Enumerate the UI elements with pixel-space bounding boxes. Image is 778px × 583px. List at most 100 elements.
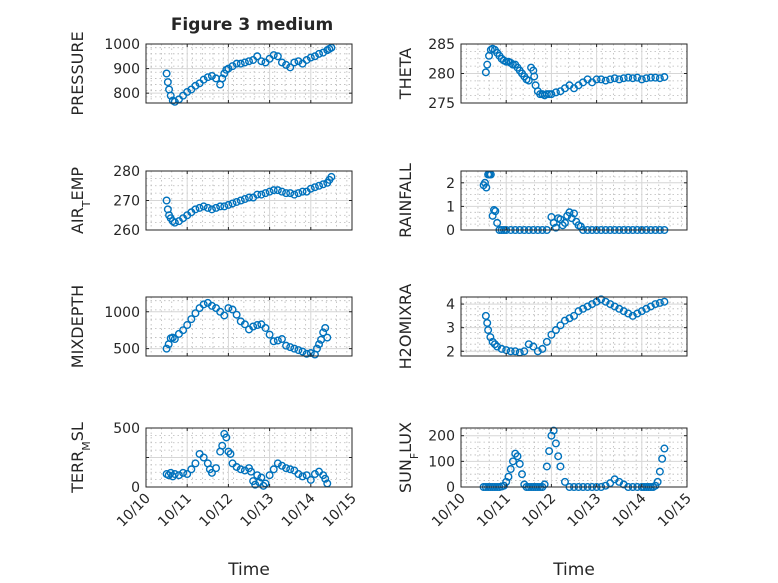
chart-air-temp: 260 270 280 AIRTEMP bbox=[68, 164, 353, 239]
chart-h2omixra-ylabel: H2OMIXRA bbox=[396, 284, 415, 370]
chart-pressure-point bbox=[224, 64, 233, 73]
chart-pressure-point bbox=[191, 81, 200, 90]
chart-air-temp-point bbox=[269, 186, 278, 195]
chart-mixdepth-point bbox=[294, 346, 303, 355]
chart-pressure-point bbox=[199, 75, 208, 84]
chart-air-temp-point bbox=[236, 196, 245, 205]
chart-terr-msl-x-tick-label: 10/12 bbox=[196, 491, 236, 531]
chart-terr-msl-x-tick-label: 10/15 bbox=[320, 491, 360, 531]
chart-air-temp-point bbox=[273, 186, 282, 195]
chart-mixdepth-point bbox=[183, 321, 192, 330]
chart-terr-msl-point bbox=[212, 464, 221, 473]
chart-h2omixra-point bbox=[533, 347, 542, 356]
chart-air-temp-point bbox=[212, 203, 221, 212]
chart-sun-flux-point bbox=[518, 470, 527, 479]
chart-h2omixra-point bbox=[583, 302, 592, 311]
chart-theta-point bbox=[642, 74, 651, 83]
chart-pressure-point bbox=[261, 58, 270, 67]
chart-theta-point bbox=[524, 76, 533, 85]
chart-terr-msl-point bbox=[310, 470, 319, 479]
chart-pressure-point bbox=[319, 48, 328, 57]
chart-air-temp-ylabel: AIRTEMP bbox=[68, 167, 93, 234]
chart-pressure-point bbox=[183, 87, 192, 96]
chart-h2omixra-point bbox=[660, 297, 669, 306]
chart-air-temp-point bbox=[199, 202, 208, 211]
chart-pressure-point bbox=[240, 58, 249, 67]
chart-sun-flux-point bbox=[606, 479, 615, 488]
chart-h2omixra-y-tick-label: 4 bbox=[446, 297, 455, 313]
chart-air-temp-point bbox=[277, 187, 286, 196]
chart-terr-msl-point bbox=[257, 473, 266, 482]
chart-mixdepth-y-tick-label: 1000 bbox=[104, 305, 140, 321]
chart-h2omixra-point bbox=[529, 342, 538, 351]
chart-mixdepth-point bbox=[265, 330, 274, 339]
chart-air-temp-point bbox=[195, 203, 204, 212]
chart-air-temp-point bbox=[232, 197, 241, 206]
chart-h2omixra-point bbox=[520, 347, 529, 356]
chart-terr-msl-point bbox=[247, 467, 256, 476]
chart-pressure-point bbox=[203, 73, 212, 82]
chart-pressure-point bbox=[253, 52, 262, 61]
chart-sun-flux-point bbox=[549, 426, 558, 435]
chart-h2omixra-point bbox=[628, 311, 637, 320]
chart-theta-point bbox=[601, 76, 610, 85]
chart-mixdepth-point bbox=[240, 320, 249, 329]
chart-terr-msl-point bbox=[236, 465, 245, 474]
chart-air-temp-point bbox=[298, 187, 307, 196]
chart-terr-msl-x-tick-label: 10/14 bbox=[279, 490, 319, 530]
chart-air-temp-point bbox=[228, 199, 237, 208]
chart-theta-point bbox=[628, 74, 637, 83]
chart-air-temp-point bbox=[286, 189, 295, 198]
chart-sun-flux-xlabel: Time bbox=[552, 560, 595, 580]
chart-mixdepth-point bbox=[302, 349, 311, 358]
chart-mixdepth-ylabel: MIXDEPTH bbox=[68, 285, 87, 368]
chart-mixdepth-point bbox=[298, 347, 307, 356]
chart-h2omixra-point bbox=[637, 307, 646, 316]
chart-air-temp-point bbox=[203, 203, 212, 212]
chart-pressure-point bbox=[273, 52, 282, 61]
chart-pressure-point bbox=[315, 49, 324, 58]
chart-h2omixra-point bbox=[511, 347, 520, 356]
chart-h2omixra-point bbox=[615, 304, 624, 313]
chart-air-temp-point bbox=[290, 190, 299, 199]
figure-title: Figure 3 medium bbox=[171, 15, 333, 35]
chart-theta-point bbox=[551, 88, 560, 97]
chart-h2omixra-point bbox=[565, 314, 574, 323]
chart-pressure-point bbox=[282, 60, 291, 69]
chart-air-temp-point bbox=[310, 183, 319, 192]
chart-terr-msl-point bbox=[259, 481, 268, 490]
chart-h2omixra-point bbox=[524, 340, 533, 349]
chart-h2omixra-point bbox=[570, 311, 579, 320]
chart-mixdepth-point bbox=[220, 311, 229, 320]
chart-air-temp-point bbox=[162, 196, 171, 205]
chart-mixdepth-axes-box bbox=[145, 296, 353, 357]
chart-air-temp-point bbox=[224, 200, 233, 209]
chart-terr-msl-point bbox=[187, 465, 196, 474]
chart-terr-msl-point bbox=[294, 470, 303, 479]
chart-theta-point bbox=[606, 75, 615, 84]
chart-mixdepth-point bbox=[321, 323, 330, 332]
chart-sun-flux-point bbox=[660, 444, 669, 453]
chart-sun-flux-x-tick-label: 10/13 bbox=[565, 491, 605, 531]
chart-h2omixra-point bbox=[619, 307, 628, 316]
chart-mixdepth-point bbox=[168, 333, 177, 342]
chart-sun-flux-point bbox=[515, 459, 524, 468]
chart-sun-flux-point bbox=[655, 467, 664, 476]
chart-mixdepth-point bbox=[232, 310, 241, 319]
chart-h2omixra-point bbox=[547, 330, 556, 339]
chart-h2omixra-axes-box bbox=[460, 296, 688, 357]
chart-mixdepth-point bbox=[323, 333, 332, 342]
chart-mixdepth-point bbox=[199, 300, 208, 309]
chart-mixdepth-point bbox=[319, 328, 328, 337]
chart-pressure-point bbox=[163, 78, 172, 87]
chart-air-temp-point bbox=[282, 189, 291, 198]
chart-terr-msl-point bbox=[286, 465, 295, 474]
chart-pressure-point bbox=[218, 74, 227, 83]
chart-mixdepth-point bbox=[179, 326, 188, 335]
chart-terr-msl-point bbox=[199, 453, 208, 462]
chart-sun-flux-point bbox=[513, 452, 522, 461]
chart-sun-flux-x-tick-label: 10/10 bbox=[429, 491, 469, 531]
chart-mixdepth-point bbox=[253, 321, 262, 330]
